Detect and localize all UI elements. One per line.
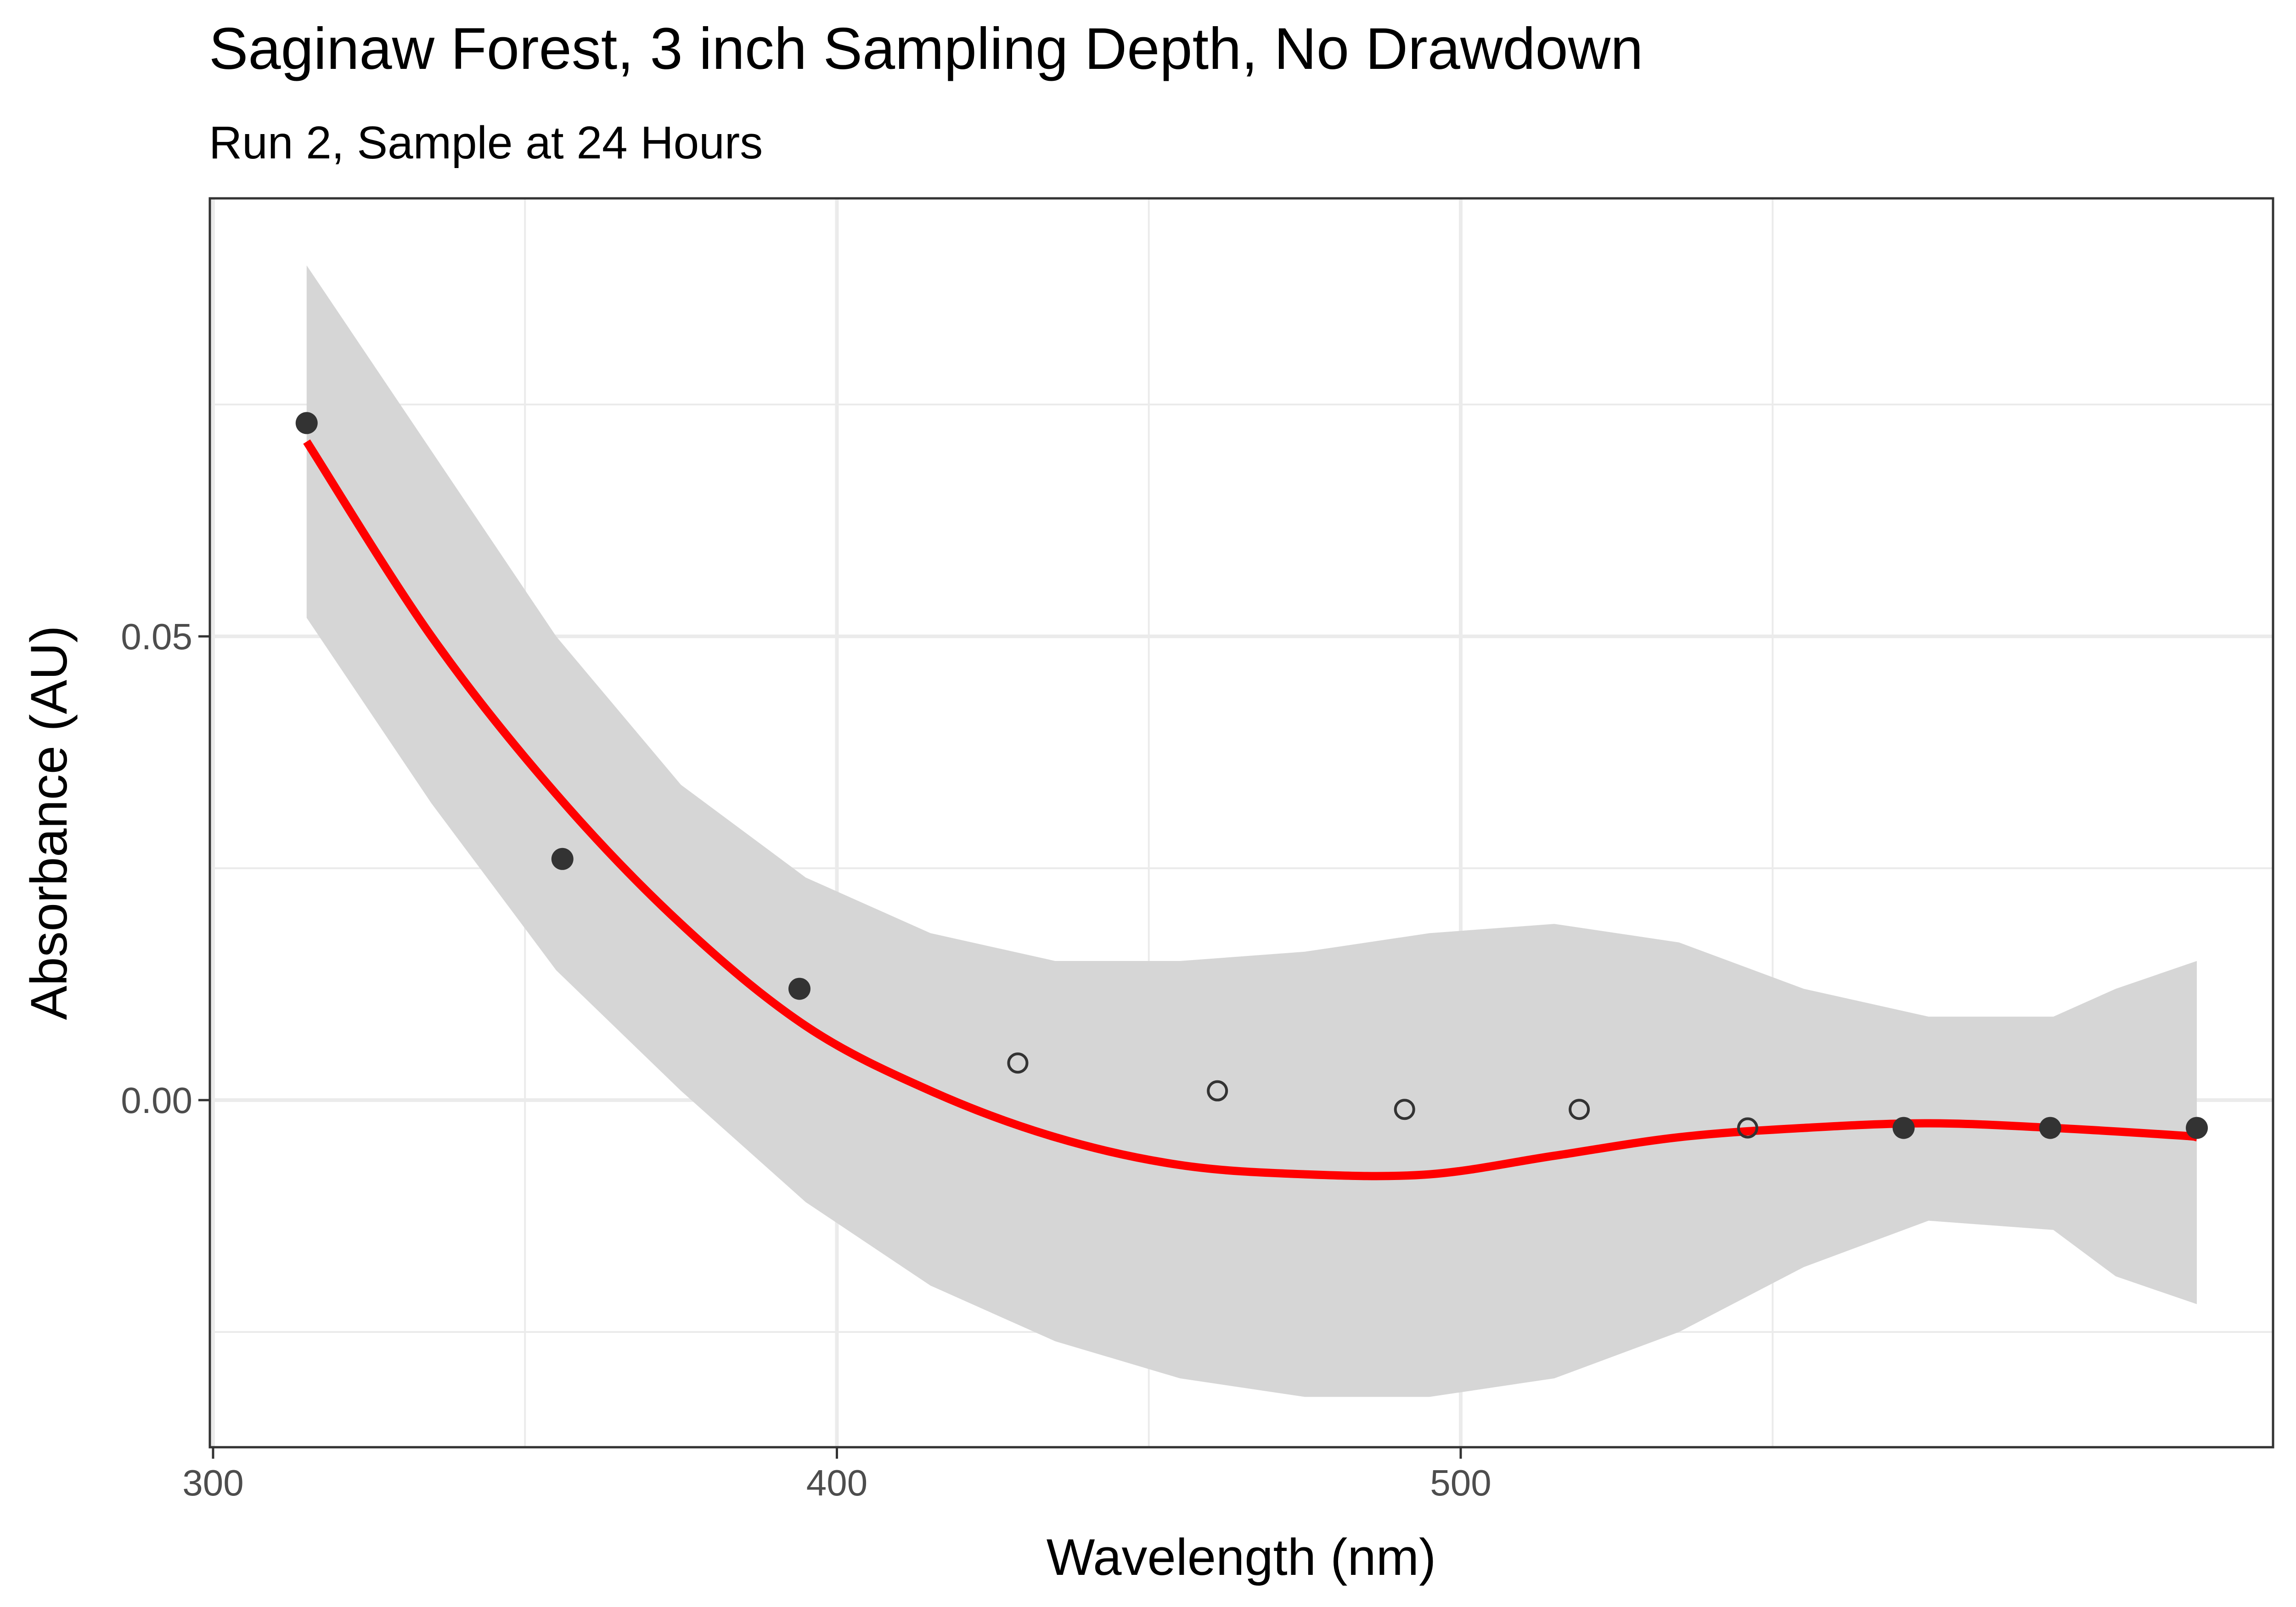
x-tick-label: 500 (1430, 1462, 1491, 1503)
y-tick-label: 0.05 (121, 616, 192, 657)
data-point (1394, 1099, 1415, 1120)
data-point (1207, 1080, 1228, 1101)
axis-ticks: 300 400 500 0.00 0.05 (121, 616, 1491, 1503)
data-point (788, 978, 810, 1000)
data-point (551, 848, 574, 870)
data-point (2186, 1117, 2208, 1139)
data-point (1007, 1052, 1029, 1074)
confidence-band-layer (306, 265, 2197, 1397)
data-point (2039, 1117, 2061, 1139)
chart-title: Saginaw Forest, 3 inch Sampling Depth, N… (209, 16, 1643, 82)
y-tick-label: 0.00 (121, 1080, 192, 1121)
y-axis-title: Absorbance (AU) (20, 625, 78, 1020)
data-point (1737, 1117, 1758, 1139)
plot-panel-border (208, 197, 2274, 1449)
confidence-band (306, 265, 2197, 1397)
points-layer (295, 412, 2208, 1139)
chart-subtitle: Run 2, Sample at 24 Hours (209, 117, 763, 169)
x-tick-label: 300 (182, 1462, 243, 1503)
data-point (1892, 1117, 1915, 1139)
data-point (295, 412, 318, 434)
x-tick-label: 400 (806, 1462, 867, 1503)
data-point (1569, 1099, 1590, 1120)
x-axis-title: Wavelength (nm) (1047, 1528, 1436, 1586)
